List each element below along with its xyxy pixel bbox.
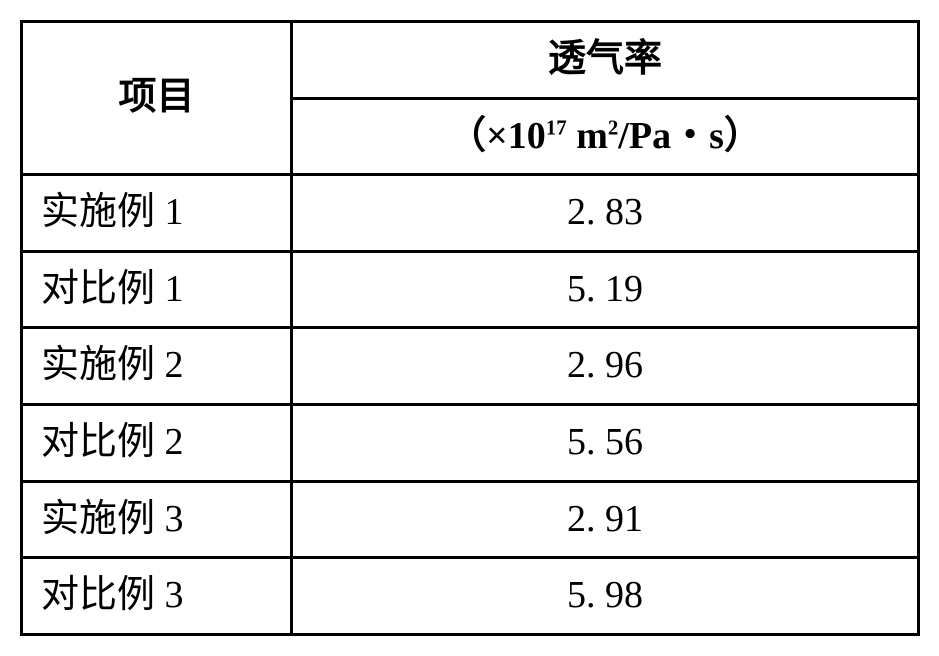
row-label: 实施例 3 <box>22 481 292 558</box>
header-row-1: 项目 透气率 <box>22 22 919 99</box>
table-row: 对比例 3 5. 98 <box>22 558 919 635</box>
row-label: 实施例 2 <box>22 328 292 405</box>
data-table-container: 项目 透气率 （×1017 m2/Pa・s） 实施例 1 2. 83 对比例 1… <box>20 20 920 636</box>
header-item: 项目 <box>22 22 292 175</box>
row-label: 实施例 1 <box>22 175 292 252</box>
row-label: 对比例 3 <box>22 558 292 635</box>
table-row: 对比例 1 5. 19 <box>22 251 919 328</box>
row-value: 5. 56 <box>292 404 919 481</box>
row-value: 2. 96 <box>292 328 919 405</box>
unit-exp1: 17 <box>546 115 567 139</box>
row-value: 5. 19 <box>292 251 919 328</box>
table-row: 实施例 2 2. 96 <box>22 328 919 405</box>
permeability-table: 项目 透气率 （×1017 m2/Pa・s） 实施例 1 2. 83 对比例 1… <box>20 20 920 636</box>
row-label: 对比例 1 <box>22 251 292 328</box>
header-unit: （×1017 m2/Pa・s） <box>292 98 919 175</box>
table-row: 对比例 2 5. 56 <box>22 404 919 481</box>
unit-exp2: 2 <box>608 115 618 139</box>
table-row: 实施例 1 2. 83 <box>22 175 919 252</box>
row-value: 2. 83 <box>292 175 919 252</box>
row-label: 对比例 2 <box>22 404 292 481</box>
row-value: 2. 91 <box>292 481 919 558</box>
unit-prefix: （×10 <box>448 115 546 157</box>
table-row: 实施例 3 2. 91 <box>22 481 919 558</box>
unit-mid: m <box>567 115 608 157</box>
header-metric: 透气率 <box>292 22 919 99</box>
unit-suffix: /Pa・s） <box>618 115 762 157</box>
row-value: 5. 98 <box>292 558 919 635</box>
